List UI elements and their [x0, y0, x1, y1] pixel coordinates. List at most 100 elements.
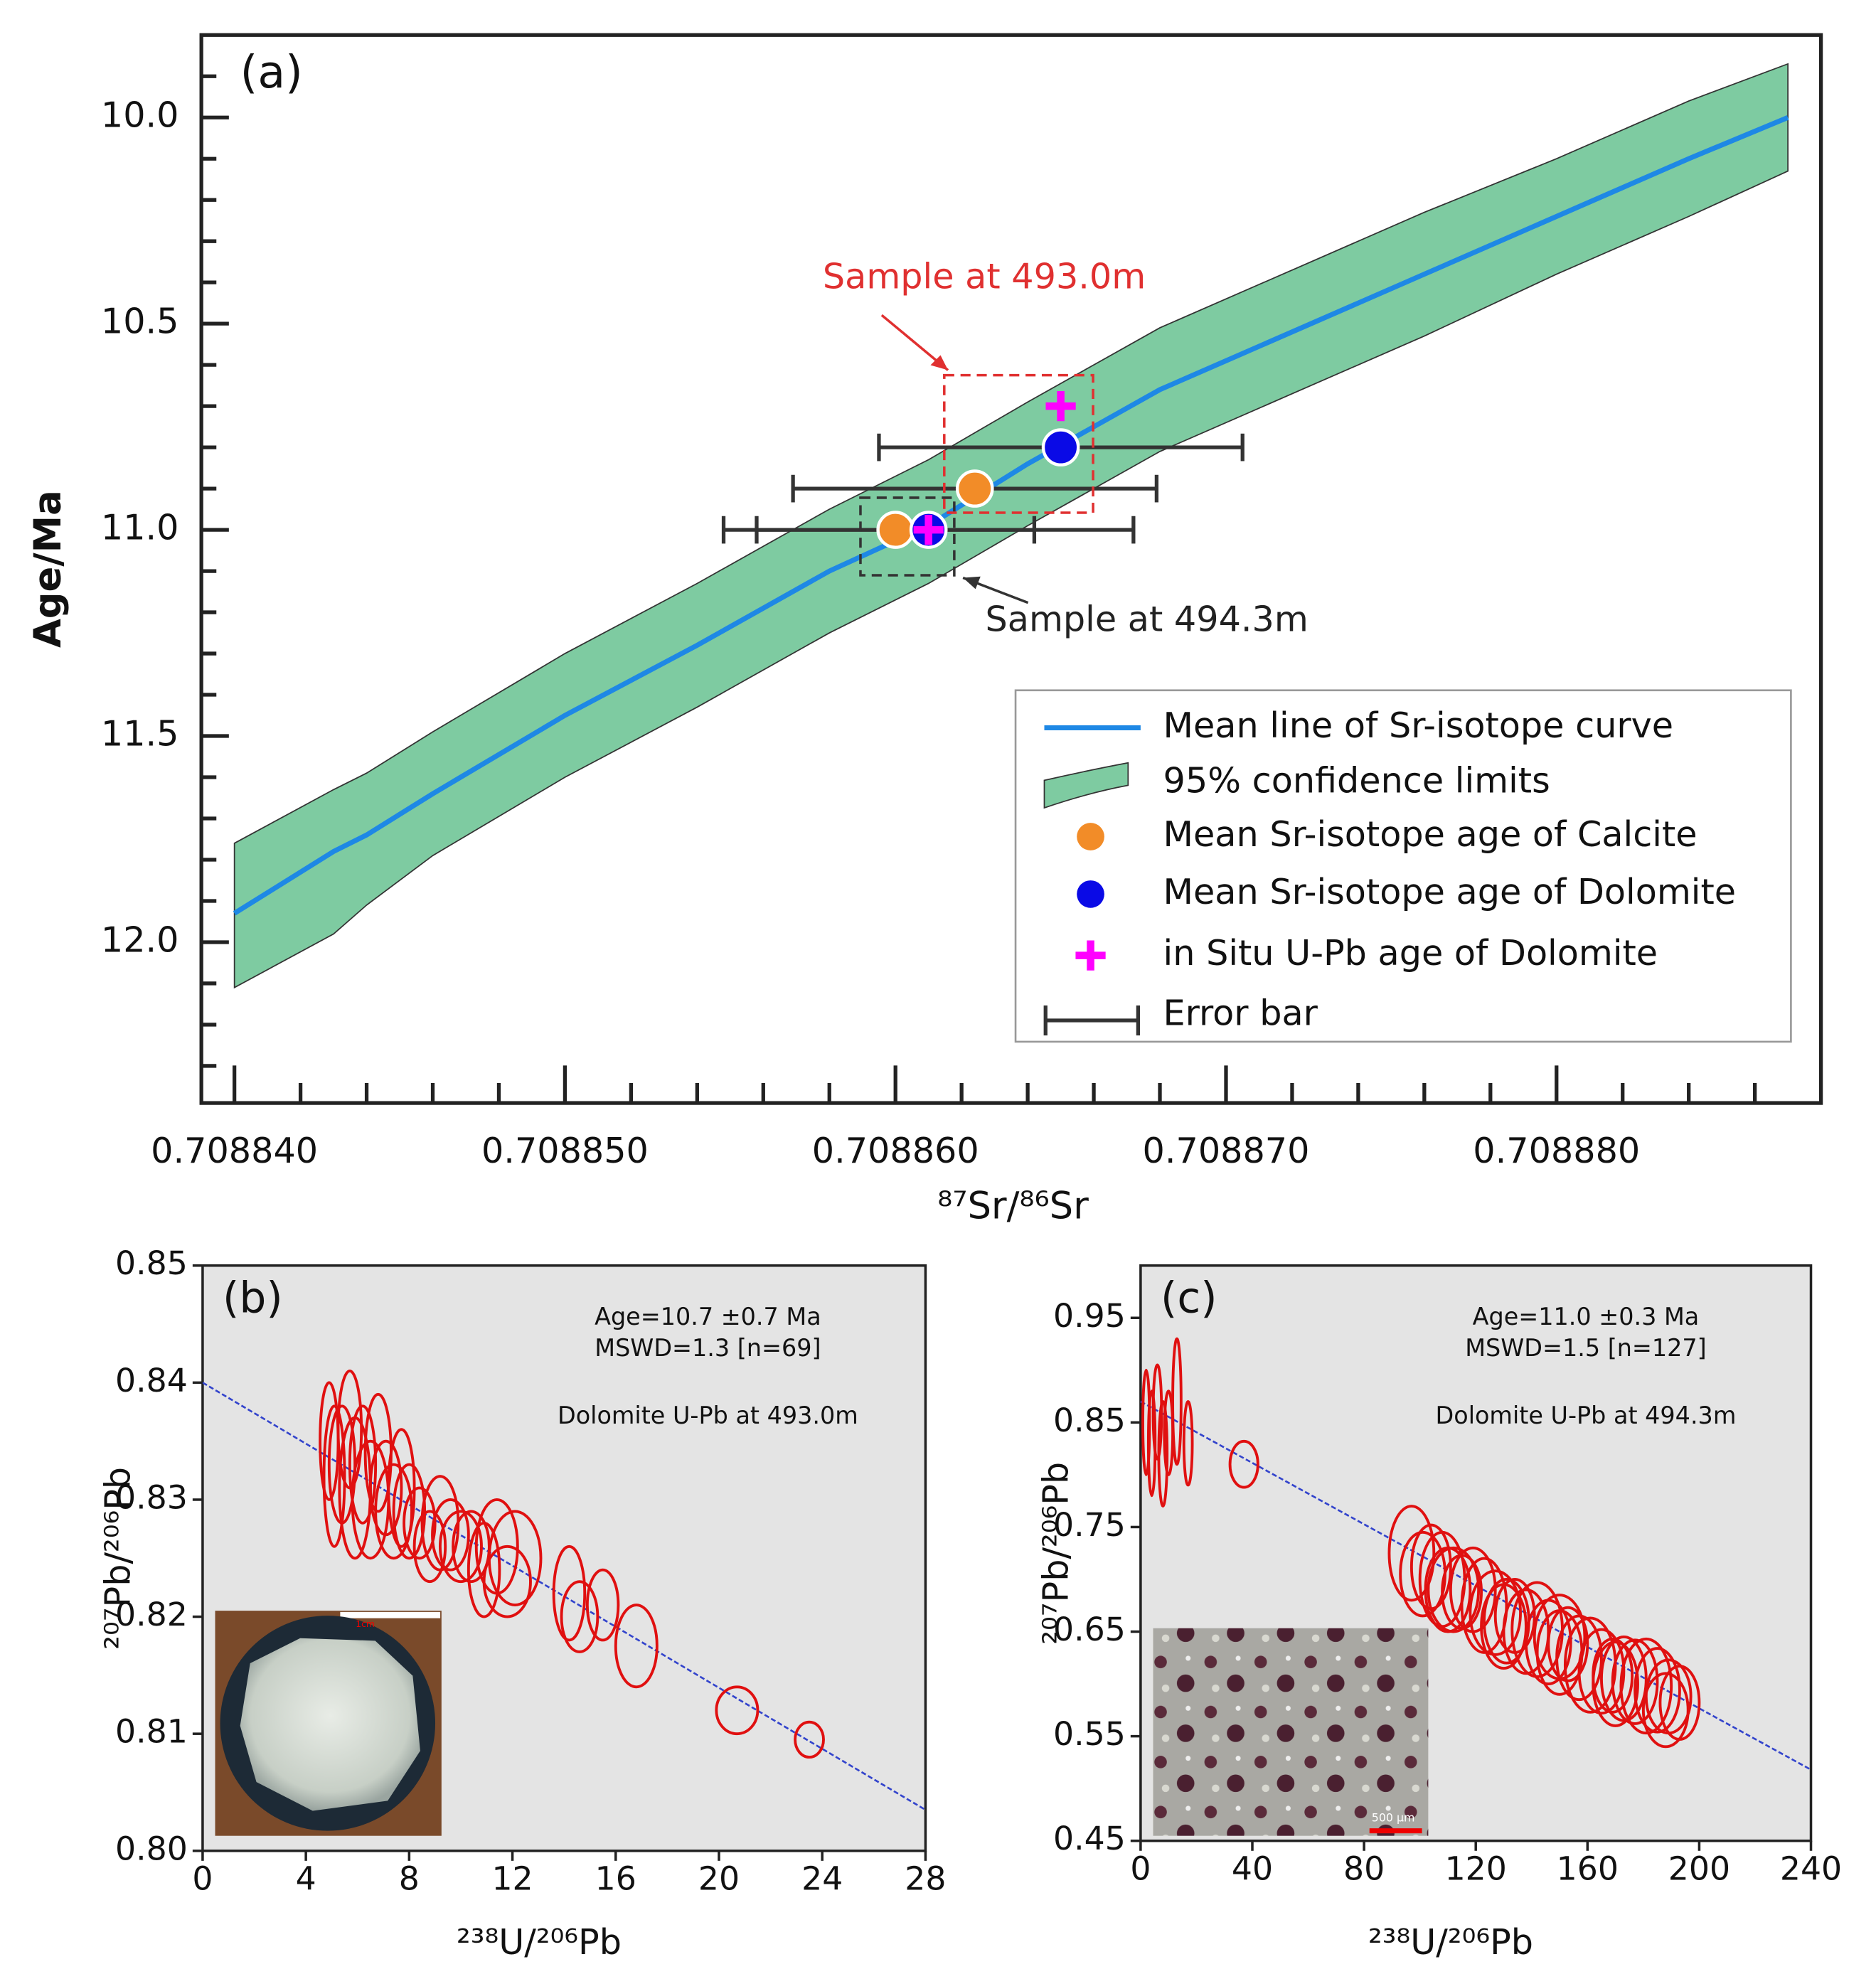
legend-label: Mean line of Sr-isotope curve	[1163, 705, 1674, 746]
inset-micrograph	[1153, 1628, 1429, 1836]
y-tick-label: 0.45	[1053, 1820, 1126, 1857]
arrow-head	[963, 576, 981, 589]
error-ellipse	[1460, 1557, 1508, 1654]
confidence-band	[233, 63, 1789, 989]
error-ellipse	[1592, 1640, 1639, 1727]
x-tick-label: 0	[192, 1860, 213, 1897]
x-tick-label: 200	[1668, 1850, 1730, 1887]
error-ellipse	[487, 1510, 543, 1607]
error-ellipse	[412, 1510, 447, 1584]
x-tick-label: 80	[1343, 1850, 1385, 1887]
error-ellipse	[1633, 1647, 1681, 1734]
plus-marker	[1045, 391, 1076, 422]
legend-swatch	[1077, 880, 1104, 908]
y-tick-label: 0.75	[1053, 1506, 1126, 1544]
error-ellipse	[1157, 1400, 1169, 1508]
error-ellipse	[431, 1498, 470, 1572]
inset-label: 1cm	[356, 1619, 375, 1629]
annotation: Dolomite U-Pb at 493.0m	[558, 1402, 858, 1429]
y-tick-label: 0.85	[115, 1244, 188, 1282]
error-ellipse	[403, 1486, 437, 1560]
legend-swatch	[1043, 762, 1129, 809]
x-tick-label: 8	[399, 1860, 420, 1897]
x-axis-label: ²³⁸U/²⁰⁶Pb	[457, 1921, 622, 1963]
plot-frame	[199, 33, 1823, 1105]
x-axis-label: ⁸⁷Sr/⁸⁶Sr	[937, 1184, 1089, 1227]
error-ellipse	[1469, 1569, 1522, 1656]
x-tick-label: 0	[1130, 1850, 1151, 1887]
error-ellipse	[348, 1404, 378, 1525]
y-tick-label: 0.85	[1053, 1402, 1126, 1439]
scale-bar	[1369, 1828, 1422, 1834]
legend-label: Error bar	[1163, 993, 1318, 1034]
inset-label: 500 μm	[1372, 1811, 1415, 1825]
error-ellipse	[482, 1544, 532, 1618]
panel-label: (a)	[240, 46, 303, 98]
x-tick-label: 4	[296, 1860, 316, 1897]
y-axis-label: ²⁰⁷Pb/²⁰⁶Pb	[97, 1467, 138, 1650]
legend-label: Mean Sr-isotope age of Dolomite	[1163, 871, 1737, 912]
error-ellipse	[467, 1521, 501, 1618]
x-tick-label: 16	[595, 1860, 636, 1897]
error-ellipse	[1480, 1583, 1528, 1670]
y-tick-label: 0.65	[1053, 1611, 1126, 1648]
x-tick-label: 0.708880	[1473, 1130, 1640, 1171]
annotation: Dolomite U-Pb at 494.3m	[1436, 1402, 1737, 1429]
y-tick-label: 10.5	[101, 301, 179, 342]
point	[955, 469, 994, 508]
inset-photo	[215, 1611, 442, 1836]
error-ellipse	[552, 1544, 587, 1642]
error-ellipse	[1555, 1614, 1603, 1702]
panel-label: (b)	[223, 1274, 283, 1323]
y-tick-label: 0.55	[1053, 1715, 1126, 1753]
y-tick-label: 0.83	[115, 1478, 188, 1516]
y-tick-label: 0.84	[115, 1362, 188, 1399]
annotation: MSWD=1.5 [n=127]	[1465, 1334, 1707, 1362]
y-tick-label: 0.82	[115, 1596, 188, 1633]
point	[1041, 428, 1080, 466]
y-tick-label: 0.95	[1053, 1297, 1126, 1335]
x-tick-label: 40	[1232, 1850, 1273, 1887]
error-ellipse	[374, 1463, 413, 1560]
annotation: Sample at 493.0m	[823, 256, 1146, 297]
legend-box	[1014, 689, 1792, 1043]
y-tick-label: 0.81	[115, 1713, 188, 1751]
x-tick-label: 28	[905, 1860, 946, 1897]
y-tick-label: 12.0	[101, 919, 179, 960]
error-ellipse	[1619, 1637, 1673, 1735]
error-ellipse	[368, 1439, 403, 1537]
x-tick-label: 12	[491, 1860, 533, 1897]
x-tick-label: 0.708870	[1143, 1130, 1310, 1171]
x-tick-label: 120	[1445, 1850, 1507, 1887]
error-ellipse	[1611, 1638, 1659, 1725]
x-axis-label: ²³⁸U/²⁰⁶Pb	[1368, 1921, 1533, 1963]
annotation: Sample at 494.3m	[986, 599, 1309, 640]
error-ellipse	[560, 1580, 599, 1653]
annotation: Age=10.7 ±0.7 Ma	[595, 1303, 821, 1330]
panel-label: (c)	[1161, 1274, 1217, 1323]
plus-marker	[913, 514, 944, 545]
y-axis-label: Age/Ma	[26, 490, 70, 648]
legend-swatch	[1077, 823, 1104, 850]
y-tick-label: 11.5	[101, 713, 179, 754]
annotation: Age=11.0 ±0.3 Ma	[1473, 1303, 1700, 1330]
plus-marker	[1075, 940, 1106, 971]
error-ellipse	[1387, 1505, 1436, 1602]
error-ellipse	[1641, 1672, 1690, 1749]
error-ellipse	[438, 1510, 483, 1584]
sample-box	[943, 373, 1094, 514]
x-tick-label: 0.708840	[151, 1130, 318, 1171]
panel-a: 10.0 10.5 11.0 11.5 12.0 0.708840 0.708850 0.70…	[26, 33, 1823, 1227]
annotation: MSWD=1.3 [n=69]	[595, 1334, 821, 1362]
micrograph	[1153, 1628, 1429, 1836]
legend-label: Mean Sr-isotope age of Calcite	[1163, 813, 1698, 855]
error-ellipse	[1182, 1400, 1194, 1487]
error-ellipse	[614, 1604, 659, 1689]
error-ellipse	[794, 1720, 825, 1759]
error-ellipse	[1171, 1337, 1183, 1466]
error-ellipse	[1228, 1439, 1259, 1489]
legend-label: 95% confidence limits	[1163, 759, 1550, 801]
legend-label: in Situ U-Pb age of Dolomite	[1163, 932, 1658, 973]
